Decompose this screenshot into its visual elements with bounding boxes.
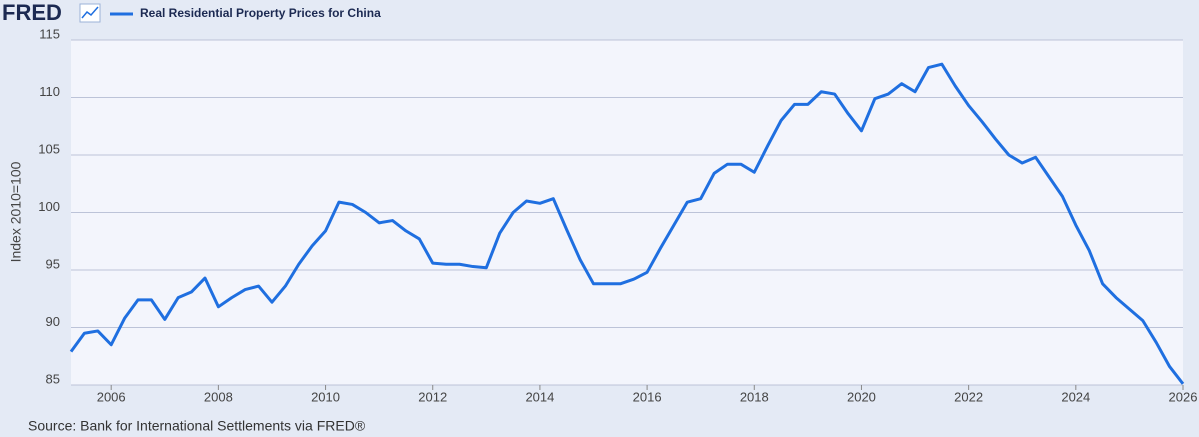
x-tick-label: 2008 (204, 389, 233, 404)
y-tick-label: 115 (39, 26, 60, 41)
x-tick-label: 2006 (97, 389, 126, 404)
data-line (69, 62, 1185, 385)
y-tick-label: 90 (46, 314, 60, 329)
x-tick-label: 2018 (740, 389, 769, 404)
y-tick-label: 95 (46, 256, 60, 271)
y-tick-label: 100 (38, 199, 60, 214)
source: Source: Bank for International Settlemen… (28, 418, 366, 434)
y-tick-label: 105 (38, 141, 60, 156)
y-axis-title: Index 2010=100 (8, 161, 24, 262)
y-tick-label: 85 (46, 371, 60, 386)
x-tick-label: 2016 (633, 389, 662, 404)
y-tick-label: 110 (39, 84, 60, 99)
logo: FRED (2, 0, 62, 25)
x-tick-label: 2020 (847, 389, 876, 404)
legend-label: Real Residential Property Prices for Chi… (140, 6, 381, 20)
x-tick-label: 2026 (1169, 389, 1198, 404)
x-tick-label: 2022 (954, 389, 983, 404)
logo-icon (79, 3, 101, 23)
x-tick-label: 2010 (311, 389, 340, 404)
x-tick-label: 2014 (525, 389, 554, 404)
x-tick-label: 2012 (418, 389, 447, 404)
x-tick-label: 2024 (1061, 389, 1090, 404)
